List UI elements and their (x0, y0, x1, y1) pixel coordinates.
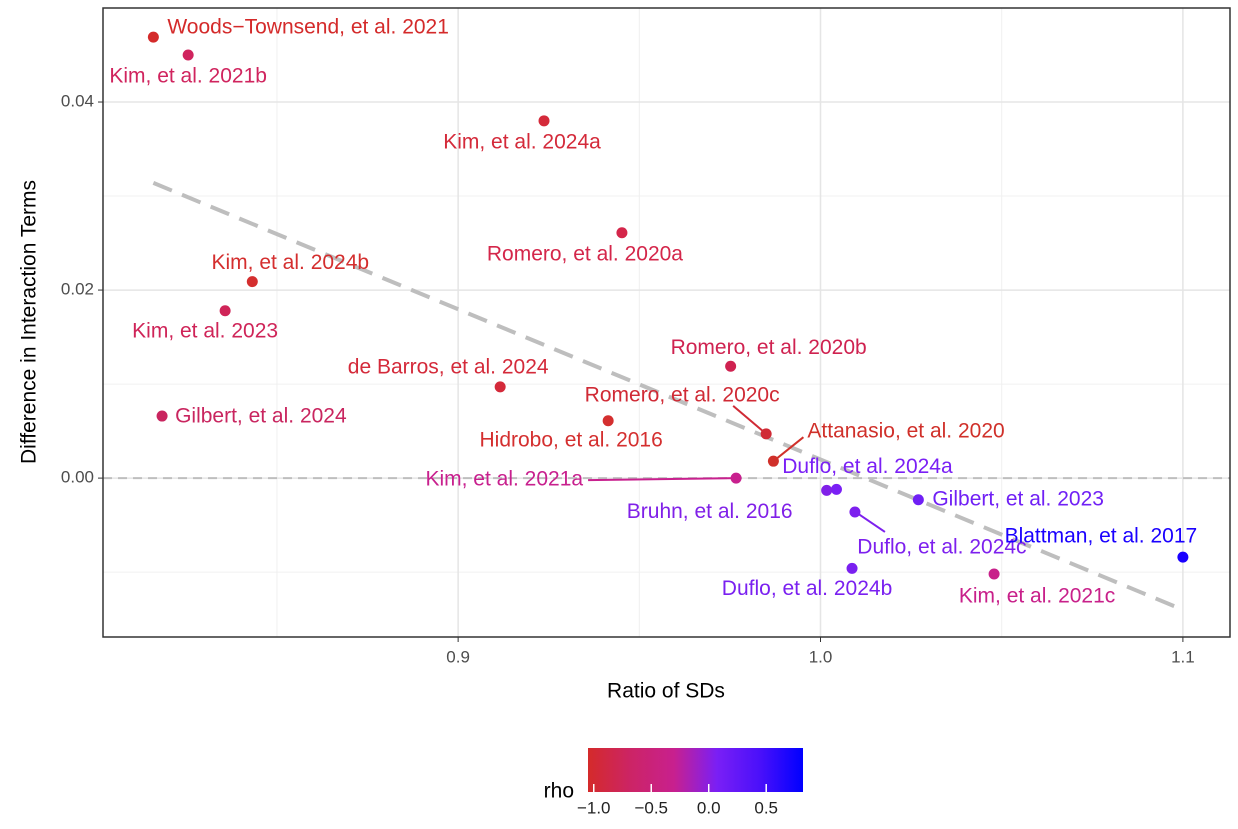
colorbar-tick-label: 0.5 (754, 798, 778, 817)
point-label: de Barros, et al. 2024 (348, 355, 549, 378)
y-tick-label: 0.04 (61, 92, 94, 111)
colorbar-tick-label: −1.0 (577, 798, 611, 817)
point (821, 484, 833, 496)
point-label: Kim, et al. 2021b (109, 65, 267, 88)
point (219, 305, 231, 317)
point-label: Gilbert, et al. 2023 (932, 487, 1104, 510)
point-label: Kim, et al. 2024b (212, 251, 370, 274)
point (616, 227, 628, 239)
leader-line (856, 512, 886, 533)
y-tick-label: 0.00 (61, 468, 94, 487)
x-axis-title: Ratio of SDs (607, 680, 725, 703)
point-label: Kim, et al. 2021a (425, 468, 583, 491)
point (767, 455, 779, 467)
point-label: Hidrobo, et al. 2016 (480, 428, 663, 451)
point-label: Woods−Townsend, et al. 2021 (167, 16, 449, 39)
point (147, 31, 159, 43)
point-label: Kim, et al. 2024a (443, 130, 601, 153)
point-label: Attanasio, et al. 2020 (807, 420, 1004, 443)
point-label: Duflo, et al. 2024a (782, 455, 953, 478)
point (830, 483, 842, 495)
point-label: Duflo, et al. 2024c (857, 535, 1026, 558)
y-axis-title: Difference in Interaction Terms (18, 180, 41, 464)
point-label: Blattman, et al. 2017 (1005, 525, 1198, 548)
point (912, 494, 924, 506)
point-label: Gilbert, et al. 2024 (175, 405, 347, 428)
point (760, 428, 772, 440)
point-label: Kim, et al. 2021c (959, 585, 1115, 608)
x-tick-label: 0.9 (446, 647, 470, 666)
point-label: Romero, et al. 2020c (585, 383, 780, 406)
leader-line (732, 405, 767, 435)
point (730, 472, 742, 484)
point (538, 115, 550, 127)
point (988, 568, 1000, 580)
point (156, 410, 168, 422)
point (1177, 551, 1189, 563)
point (846, 562, 858, 574)
colorbar-title: rho (544, 780, 574, 803)
x-tick-label: 1.1 (1171, 647, 1195, 666)
colorbar (588, 748, 803, 792)
point-label: Kim, et al. 2023 (132, 319, 278, 342)
panel-border (102, 7, 1231, 638)
point (494, 381, 506, 393)
point (849, 506, 861, 518)
leader-line (588, 477, 737, 482)
colorbar-tick-label: 0.0 (697, 798, 721, 817)
y-tick-label: 0.02 (61, 280, 94, 299)
point-label: Duflo, et al. 2024b (722, 577, 892, 600)
point (725, 360, 737, 372)
colorbar-tick-label: −0.5 (634, 798, 668, 817)
point-label: Romero, et al. 2020b (671, 336, 867, 359)
point-label: Bruhn, et al. 2016 (627, 500, 793, 523)
point-label: Romero, et al. 2020a (487, 242, 683, 265)
x-tick-label: 1.0 (809, 647, 833, 666)
point (246, 276, 258, 288)
leader-line (772, 436, 805, 462)
point (182, 49, 194, 61)
point (602, 415, 614, 427)
